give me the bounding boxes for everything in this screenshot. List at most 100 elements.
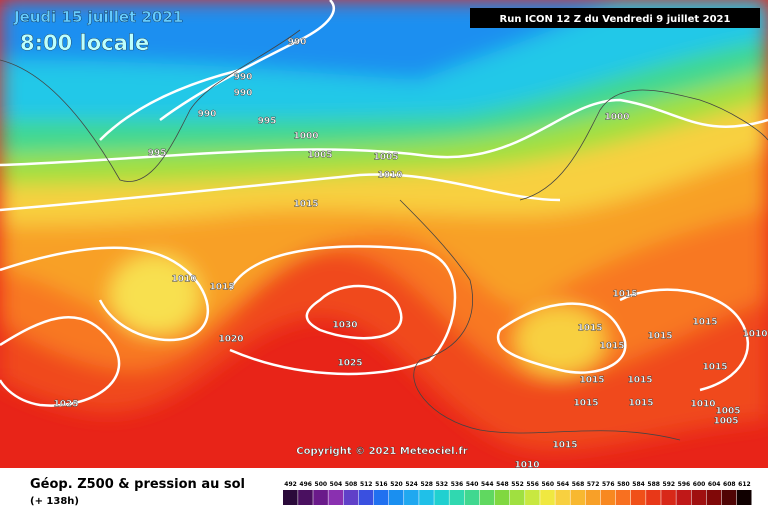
isobar-label: 990 (198, 110, 217, 120)
colorbar-label: 532 (436, 481, 449, 488)
isobar-label: 1000 (293, 132, 318, 142)
isobar-label: 1015 (209, 283, 234, 293)
isobar-label: 990 (288, 38, 307, 48)
isobar-label: 995 (148, 149, 167, 159)
colorbar-swatch (298, 490, 313, 505)
isobar-label: 990 (234, 89, 253, 99)
isobar-label: 1015 (293, 200, 318, 210)
colorbar-swatch (358, 490, 374, 505)
isobar-label: 1020 (218, 335, 243, 345)
colorbar-label: 612 (738, 481, 751, 488)
colorbar-label: 524 (405, 481, 418, 488)
colorbar-label: 600 (693, 481, 706, 488)
isobar-label: 1025 (53, 400, 78, 410)
colorbar-swatch (570, 490, 586, 505)
isobars (0, 0, 768, 407)
colorbar-label: 564 (557, 481, 570, 488)
isobar-label: 1010 (742, 330, 767, 340)
coastlines (0, 29, 768, 441)
colorbar-label: 592 (663, 481, 676, 488)
isobar-label: 1015 (579, 376, 604, 386)
run-info: Run ICON 12 Z du Vendredi 9 juillet 2021 (500, 14, 731, 25)
colorbar-label: 604 (708, 481, 721, 488)
colorbar-swatch (328, 490, 344, 505)
isobar-label: 1015 (647, 332, 672, 342)
colorbar-swatch (540, 490, 555, 505)
isobar-label: 1005 (373, 153, 398, 163)
colorbar-label: 508 (345, 481, 358, 488)
isobar-label: 1015 (702, 363, 727, 373)
colorbar-swatch (600, 490, 616, 505)
isobar-label: 1000 (604, 113, 629, 123)
isobar-label: 1025 (337, 359, 362, 369)
colorbar-label: 552 (511, 481, 524, 488)
colorbar-swatch (555, 490, 570, 505)
colorbar-swatch (509, 490, 525, 505)
date: Jeudi 15 juillet 2021 (13, 8, 183, 26)
colorbar-swatch (419, 490, 434, 505)
colorbar-label: 568 (572, 481, 585, 488)
colorbar-swatch (494, 490, 510, 505)
colorbar-swatch (630, 490, 646, 505)
isobar-label: 1005 (713, 417, 738, 427)
colorbar-swatch (479, 490, 495, 505)
colorbar-swatch (313, 490, 328, 505)
colorbar-label: 548 (496, 481, 509, 488)
time: 8:00 locale (20, 31, 149, 55)
colorbar-swatch (283, 490, 298, 505)
isobar-label: 1015 (573, 399, 598, 409)
isobar-label: 1015 (612, 290, 637, 300)
isobar-label: 1005 (715, 407, 740, 417)
colorbar-swatch (525, 490, 540, 505)
colorbar-label: 496 (299, 481, 312, 488)
colorbar-label: 544 (481, 481, 494, 488)
colorbar-label: 576 (602, 481, 615, 488)
colorbar-swatch (404, 490, 419, 505)
isobar-label: 1010 (171, 275, 196, 285)
colorbar-swatch (676, 490, 691, 505)
isobar-label: 1010 (690, 400, 715, 410)
colorbar-swatch (615, 490, 631, 505)
colorbar-label: 584 (632, 481, 645, 488)
isobar-label: 1010 (514, 461, 539, 471)
colorbar-swatch (464, 490, 480, 505)
colorbar-swatch (646, 490, 661, 505)
isobar-label: 1015 (692, 318, 717, 328)
colorbar-label: 528 (420, 481, 433, 488)
colorbar-label: 556 (526, 481, 539, 488)
isobar-label: 1030 (332, 321, 357, 331)
colorbar-swatch (691, 490, 707, 505)
isobar-label: 990 (234, 73, 253, 83)
colorbar-label: 512 (360, 481, 373, 488)
isobar-label: 1015 (628, 399, 653, 409)
colorbar-label: 516 (375, 481, 388, 488)
colorbar-label: 580 (617, 481, 630, 488)
colorbar-label: 504 (330, 481, 343, 488)
colorbar-swatch (706, 490, 722, 505)
colorbar-label: 608 (723, 481, 736, 488)
colorbar-swatch (388, 490, 404, 505)
footer-lead: (+ 138h) (30, 496, 79, 507)
isobar-label: 1015 (627, 376, 652, 386)
colorbar-label: 500 (315, 481, 328, 488)
colorbar-swatch (449, 490, 465, 505)
colorbar-swatch (721, 490, 737, 505)
colorbar-label: 536 (451, 481, 464, 488)
colorbar-label: 572 (587, 481, 600, 488)
colorbar-label: 492 (284, 481, 297, 488)
isobar-label: 1010 (377, 171, 402, 181)
colorbar-swatch (661, 490, 676, 505)
isobar-label: 1015 (599, 342, 624, 352)
isobar-label: 995 (258, 117, 277, 127)
colorbar-label: 588 (647, 481, 660, 488)
isobar-label: 1015 (552, 441, 577, 451)
colorbar-label: 560 (541, 481, 554, 488)
colorbar-swatch (585, 490, 601, 505)
colorbar-swatch (434, 490, 449, 505)
colorbar-label: 540 (466, 481, 479, 488)
run-box (470, 8, 760, 28)
footer-title: Géop. Z500 & pression au sol (30, 477, 245, 492)
colorbar-label: 596 (678, 481, 691, 488)
